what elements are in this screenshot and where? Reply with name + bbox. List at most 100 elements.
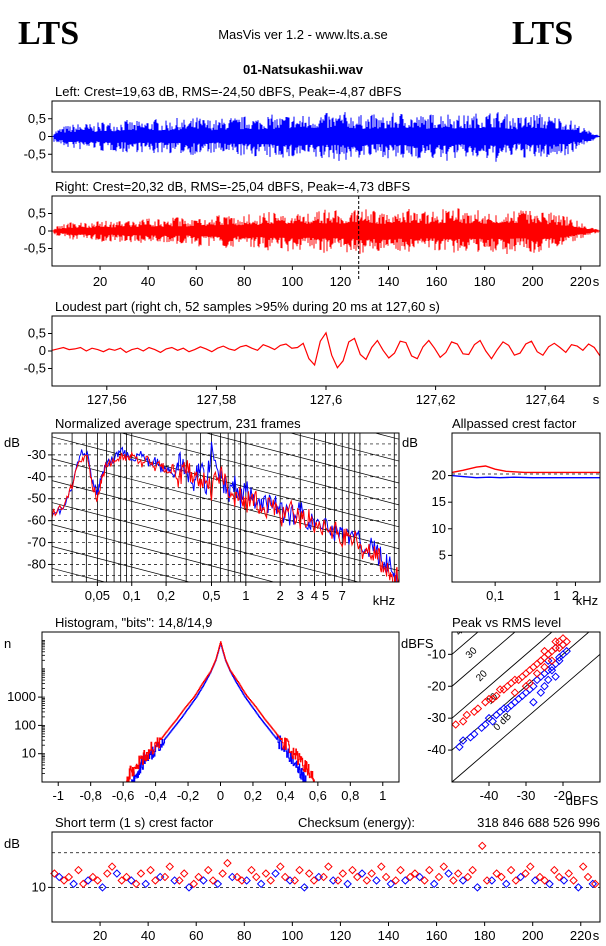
y-tick-label: -20 [427,678,446,693]
stc-point-right [477,841,487,851]
loudest-part-panel: Loudest part (right ch, 52 samples >95% … [24,299,601,407]
stc-point-left [502,879,511,889]
crest-series-right [451,465,600,474]
stc-point-right [569,876,578,885]
stc-point-right [208,876,218,885]
stc-point-right [463,872,473,882]
stc-point-right [160,872,170,882]
stc-point-right [521,869,530,878]
spectrum-slope-line [52,524,276,582]
x-tick-label: 127,64 [525,392,565,407]
stc-point-right [117,876,126,885]
stc-point-right [93,876,102,885]
stc-point-right [319,872,328,882]
stc-point-left [69,879,78,889]
stc-point-right [290,876,299,885]
x-tick-label: 127,56 [87,392,127,407]
stc-point-right [131,879,141,889]
panel-title: Allpassed crest factor [452,416,577,431]
x-tick-label: -40 [480,788,499,803]
stc-point-left [559,876,569,885]
x-tick-label: 1 [379,788,386,803]
stc-point-left [170,876,179,885]
stc-point-right [590,879,600,889]
stc-point-left [487,876,497,885]
app-title: MasVis ver 1.2 - www.lts.a.se [218,27,388,42]
crest-series-left [451,474,600,479]
left-waveform-panel: Left: Crest=19,63 dB, RMS=-24,50 dBFS, P… [24,84,601,173]
x-tick-label: 160 [426,928,448,943]
stc-point-left [314,872,324,882]
x-tick-label: -1 [52,788,64,803]
stc-point-right [165,862,175,871]
y-tick-label: 5 [439,547,446,562]
x-tick-label: 0,6 [309,788,327,803]
y-tick-label: 0 [39,129,46,144]
stc-point-left [473,883,482,892]
y-tick-label: -0,5 [24,241,46,256]
x-tick-label: 0,1 [123,588,141,603]
y-tick-label: -0,5 [24,361,46,376]
stc-point-right [405,872,415,882]
x-tick-label: 120 [330,274,352,289]
stc-point-right [261,869,271,878]
stc-point-right [304,869,314,878]
pvr-point-left [455,742,464,752]
stc-point-right [362,876,372,885]
pvr-point-right [551,637,560,646]
x-tick-label: 1 [242,588,249,603]
stc-point-right [578,862,588,871]
y-tick-label: -30 [427,710,446,725]
stc-point-left [228,872,237,882]
x-tick-label: 0,8 [341,788,359,803]
y-tick-label: -50 [27,491,46,506]
y-axis-label: dB [4,836,20,851]
stc-point-left [357,869,367,878]
stc-point-right [535,872,545,882]
stc-point-left [141,879,150,889]
spectrum-series-left [52,441,399,582]
stc-point-right [88,872,98,882]
x-tick-label: 40 [141,928,155,943]
x-tick-label: 80 [237,928,251,943]
stc-point-left [343,879,352,889]
x-tick-label: 7 [339,588,346,603]
x-tick-label: 0,4 [276,788,294,803]
x-tick-label: 120 [330,928,352,943]
peak-vs-rms-panel: Peak vs RMS leveldBFS403020100 dB-10-20-… [401,615,601,808]
pvr-point-left [562,646,571,656]
stc-point-left [155,872,165,882]
pvr-point-left [551,672,560,681]
spectrum-slope-line [52,480,399,571]
stc-point-right [367,869,376,878]
logo-left: LTS [18,15,79,52]
stc-point-left [458,876,468,885]
y-axis-label: dB [402,435,418,450]
panel-title: Short term (1 s) crest factor [55,815,214,830]
pvr-point-left [540,682,549,691]
x-tick-label: 5 [322,588,329,603]
stc-point-left [545,879,554,889]
stc-point-right [189,879,199,889]
stc-point-right [550,865,559,875]
stc-point-right [420,876,429,885]
x-tick-label: 200 [522,928,544,943]
pvr-point-right [532,669,542,678]
x-tick-label: 0,5 [202,588,220,603]
x-tick-label: 0 [217,788,224,803]
x-tick-label: 127,58 [197,392,237,407]
stc-point-right [79,879,88,889]
histogram-series-right [126,641,315,782]
stc-point-left [127,876,136,885]
stc-point-right [194,872,203,882]
pvr-point-left [488,717,497,726]
crest-diagonal-label: 40 [454,622,470,638]
pvr-point-right [492,691,501,701]
x-tick-label: 160 [426,274,448,289]
logo-right: LTS [512,15,573,52]
pvr-point-right [521,682,531,691]
x-tick-label: -20 [554,788,573,803]
y-tick-label: -30 [27,447,46,462]
stc-point-left [98,883,107,892]
